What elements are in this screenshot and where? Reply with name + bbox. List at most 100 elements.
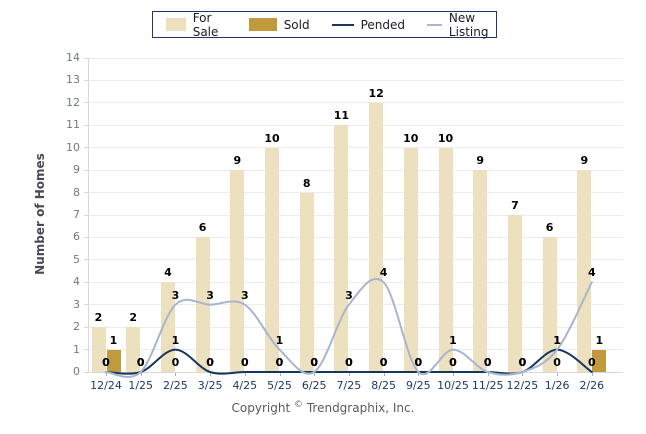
value-label-sold: 0 (310, 356, 319, 369)
y-tick-label: 0 (73, 365, 80, 378)
value-label-new-listing: 4 (587, 266, 596, 280)
x-axis-tick (106, 373, 107, 376)
x-axis-tick (418, 373, 420, 376)
for-sale-swatch-icon (166, 18, 186, 31)
y-tick-label: 6 (73, 230, 80, 244)
value-label-for-sale: 11 (333, 109, 350, 123)
value-label-pended: 0 (449, 356, 457, 369)
y-tick-label: 7 (73, 208, 80, 221)
grid-line (88, 169, 623, 171)
x-axis-tick (453, 373, 454, 376)
y-tick-label: 10 (66, 140, 80, 154)
value-label-for-sale: 10 (437, 131, 454, 145)
x-tick-label: 5/25 (267, 379, 292, 392)
y-tick-label: 11 (66, 118, 80, 132)
x-axis-tick (140, 373, 142, 376)
chart-legend: For Sale Sold Pended New Listing (152, 11, 497, 39)
value-label-new-listing: 3 (206, 288, 214, 302)
value-label-sold: 0 (379, 356, 388, 369)
value-label-for-sale: 4 (164, 266, 172, 280)
bar-for-sale (299, 192, 314, 372)
value-label-pended: 0 (518, 356, 527, 369)
y-tick-label: 12 (66, 95, 80, 109)
x-axis-tick (522, 373, 524, 376)
y-axis-tick (84, 326, 88, 328)
value-label-new-listing: 1 (449, 333, 457, 347)
x-tick-label: 1/26 (544, 379, 570, 392)
y-axis-tick (84, 169, 88, 171)
x-axis-tick (244, 373, 246, 376)
value-label-pended: 0 (240, 356, 249, 369)
value-label-sold: 0 (171, 356, 180, 369)
y-axis-tick (84, 349, 88, 351)
value-label-pended: 0 (102, 356, 110, 369)
grid-line (88, 124, 623, 126)
value-label-pended: 0 (587, 356, 596, 369)
value-label-new-listing: 0 (414, 356, 423, 369)
x-tick-label: 3/25 (197, 379, 223, 392)
value-label-sold: 0 (518, 356, 527, 369)
value-label-pended: 1 (171, 333, 180, 347)
grid-line (88, 79, 623, 81)
value-label-sold: 0 (483, 356, 492, 369)
y-tick-label: 14 (66, 51, 80, 64)
value-label-pended: 0 (345, 356, 353, 369)
y-axis-tick (84, 281, 88, 283)
x-tick-label: 2/26 (579, 379, 605, 392)
value-label-new-listing: 1 (553, 333, 561, 347)
bar-for-sale (195, 237, 210, 372)
x-tick-label: 7/25 (336, 379, 362, 392)
value-label-sold: 1 (595, 333, 604, 347)
grid-line (88, 259, 623, 261)
x-axis-tick (314, 373, 316, 376)
bar-for-sale (542, 237, 557, 372)
y-axis-tick (84, 214, 88, 216)
y-axis-tick (84, 147, 88, 149)
value-label-for-sale: 6 (545, 221, 554, 235)
value-label-new-listing: 0 (310, 356, 319, 369)
copyright-symbol-icon: © (294, 400, 304, 410)
x-axis-tick (175, 373, 177, 376)
y-tick-label: 5 (73, 252, 80, 266)
value-label-new-listing: 0 (483, 356, 492, 369)
x-tick-label: 6/25 (301, 379, 327, 392)
x-axis-line (88, 372, 623, 373)
value-label-new-listing: 3 (240, 288, 249, 302)
x-tick-label: 11/25 (471, 379, 504, 392)
value-label-pended: 0 (414, 356, 423, 369)
x-tick-label: 9/25 (405, 379, 431, 392)
pended-line-icon (331, 23, 354, 26)
value-label-for-sale: 9 (233, 154, 242, 168)
grid-line (88, 236, 623, 238)
y-axis-tick (84, 259, 88, 261)
grid-line (88, 214, 623, 216)
value-label-for-sale: 9 (580, 154, 589, 168)
value-label-for-sale: 10 (403, 131, 419, 145)
legend-item-for-sale: For Sale (166, 11, 227, 39)
value-label-pended: 0 (206, 356, 214, 369)
bar-for-sale (91, 327, 106, 372)
value-label-sold: 0 (240, 356, 249, 369)
value-label-new-listing: 1 (275, 333, 284, 347)
x-axis-tick (279, 373, 281, 376)
value-label-new-listing: 0 (136, 356, 145, 369)
value-label-new-listing: 3 (171, 288, 180, 302)
x-tick-label: 4/25 (232, 379, 258, 392)
value-label-new-listing: 4 (379, 266, 388, 280)
grid-line (88, 57, 623, 59)
value-label-for-sale: 7 (511, 199, 519, 212)
y-axis-tick (84, 236, 88, 238)
y-axis-tick (84, 79, 88, 81)
x-tick-label: 8/25 (371, 379, 396, 392)
y-tick-label: 13 (66, 73, 80, 87)
y-axis-tick (84, 304, 88, 306)
value-label-for-sale: 2 (129, 311, 138, 325)
value-label-sold: 0 (136, 356, 145, 369)
bar-for-sale (334, 125, 349, 372)
x-tick-label: 2/25 (163, 379, 188, 392)
x-axis-tick (383, 373, 385, 376)
y-axis-line (88, 58, 89, 372)
value-label-sold: 0 (449, 356, 457, 369)
y-axis-tick (84, 124, 88, 126)
value-label-pended: 1 (553, 333, 561, 347)
